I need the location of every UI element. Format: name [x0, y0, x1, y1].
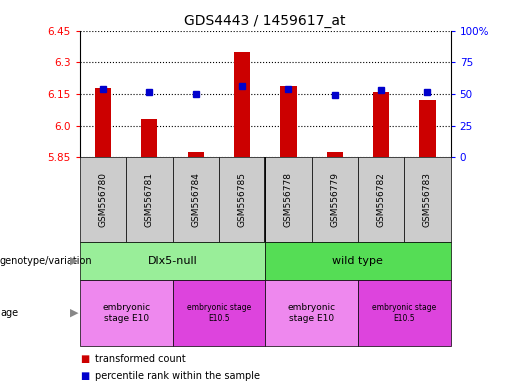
- Bar: [187, 152, 204, 157]
- Bar: [358, 280, 451, 346]
- Text: ■: ■: [80, 354, 89, 364]
- Text: embryonic
stage E10: embryonic stage E10: [287, 303, 336, 323]
- Bar: [419, 101, 436, 157]
- Text: ■: ■: [80, 371, 89, 381]
- Text: GSM556779: GSM556779: [330, 172, 339, 227]
- Bar: [312, 157, 358, 242]
- Text: age: age: [0, 308, 18, 318]
- Text: GSM556778: GSM556778: [284, 172, 293, 227]
- Bar: [80, 280, 173, 346]
- Bar: [80, 242, 265, 280]
- Bar: [80, 157, 126, 242]
- Bar: [280, 86, 297, 157]
- Bar: [404, 157, 451, 242]
- Bar: [234, 52, 250, 157]
- Bar: [141, 119, 158, 157]
- Bar: [265, 280, 358, 346]
- Text: genotype/variation: genotype/variation: [0, 256, 93, 266]
- Bar: [327, 152, 343, 157]
- Text: GSM556781: GSM556781: [145, 172, 154, 227]
- Text: embryonic stage
E10.5: embryonic stage E10.5: [187, 303, 251, 323]
- Bar: [95, 88, 111, 157]
- Text: GSM556780: GSM556780: [98, 172, 108, 227]
- Text: transformed count: transformed count: [95, 354, 186, 364]
- Bar: [358, 157, 404, 242]
- Text: GSM556783: GSM556783: [423, 172, 432, 227]
- Bar: [265, 157, 312, 242]
- Text: embryonic stage
E10.5: embryonic stage E10.5: [372, 303, 436, 323]
- Text: ▶: ▶: [70, 256, 78, 266]
- Text: GSM556782: GSM556782: [376, 172, 386, 227]
- Text: GSM556784: GSM556784: [191, 172, 200, 227]
- Title: GDS4443 / 1459617_at: GDS4443 / 1459617_at: [184, 14, 346, 28]
- Bar: [173, 157, 219, 242]
- Text: GSM556785: GSM556785: [237, 172, 247, 227]
- Text: wild type: wild type: [333, 256, 383, 266]
- Bar: [265, 242, 451, 280]
- Text: ▶: ▶: [70, 308, 78, 318]
- Text: percentile rank within the sample: percentile rank within the sample: [95, 371, 260, 381]
- Bar: [373, 92, 389, 157]
- Bar: [219, 157, 265, 242]
- Text: embryonic
stage E10: embryonic stage E10: [102, 303, 150, 323]
- Bar: [173, 280, 265, 346]
- Text: Dlx5-null: Dlx5-null: [148, 256, 197, 266]
- Bar: [126, 157, 173, 242]
